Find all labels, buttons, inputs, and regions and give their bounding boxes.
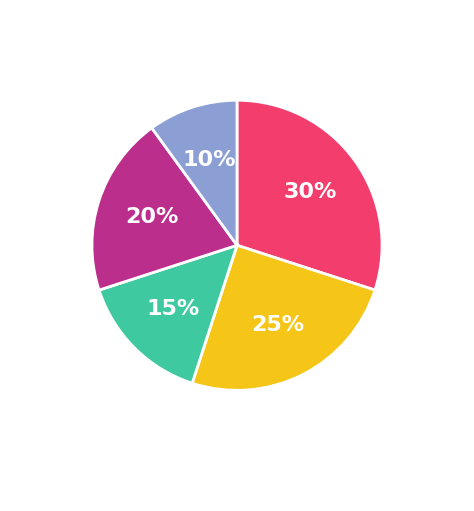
- Text: 15%: 15%: [147, 299, 200, 319]
- Text: 25%: 25%: [251, 315, 304, 335]
- Wedge shape: [152, 100, 237, 245]
- Wedge shape: [92, 128, 237, 290]
- Text: 10%: 10%: [182, 150, 236, 170]
- Text: 20%: 20%: [125, 207, 178, 227]
- Wedge shape: [99, 245, 237, 383]
- Text: 30%: 30%: [283, 182, 337, 202]
- Wedge shape: [192, 245, 375, 390]
- Wedge shape: [237, 100, 382, 290]
